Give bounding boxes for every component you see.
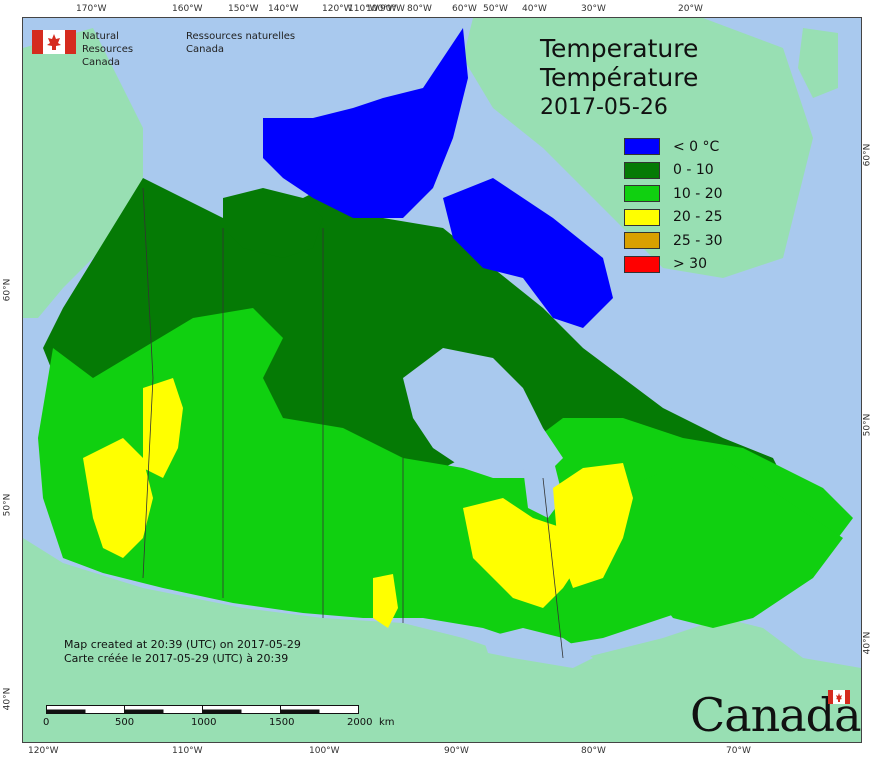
legend-label: 0 - 10: [673, 162, 714, 179]
graticule-right-label: 40°N: [862, 631, 873, 655]
warm-zone-bc: [83, 438, 153, 558]
legend-label: 10 - 20: [673, 185, 723, 202]
scale-bar-graphic: [46, 705, 359, 714]
legend-label: 20 - 25: [673, 209, 723, 226]
iceland-land: [798, 28, 838, 98]
graticule-top-label: 90°W: [380, 4, 405, 14]
org-fr-line2: Canada: [186, 44, 225, 55]
org-fr-line1: Ressources naturelles: [186, 31, 296, 42]
province-borders: [142, 187, 564, 659]
org-en-line2: Canada: [82, 57, 121, 68]
graticule-top-label: 170°W: [76, 4, 107, 14]
legend-swatch: [624, 255, 660, 273]
graticule-top-label: 160°W: [172, 4, 203, 14]
org-en-line1: Natural Resources: [82, 31, 134, 55]
creation-note-fr: Carte créée le 2017-05-29 (UTC) à 20:39: [64, 652, 289, 665]
legend-swatch: [624, 208, 660, 226]
legend-swatch: [624, 161, 660, 179]
warm-zone-quebec: [553, 463, 633, 588]
canada-flag-icon: [32, 30, 76, 54]
legend-label: 25 - 30: [673, 232, 723, 249]
hudson-bay: [403, 348, 563, 478]
legend: < 0 °C 0 - 10 10 - 20 20 - 25 25 - 30 > …: [624, 135, 723, 276]
legend-swatch: [624, 232, 660, 250]
graticule-bottom-label: 120°W: [28, 746, 59, 756]
great-lakes: [483, 628, 593, 668]
map-canvas: [23, 18, 861, 742]
title-date: 2017-05-26: [540, 95, 668, 120]
scale-tick-label: 1500: [269, 717, 295, 728]
graticule-top-label: 140°W: [268, 4, 299, 14]
temperature-map[interactable]: [22, 17, 862, 743]
scale-tick-label: 1000: [191, 717, 217, 728]
graticule-bottom-label: 90°W: [444, 746, 469, 756]
graticule-top-label: 150°W: [228, 4, 259, 14]
legend-item: 10 - 20: [624, 182, 723, 206]
arctic-islands-blue: [263, 28, 468, 218]
graticule-top-label: 100°W: [366, 4, 397, 14]
creation-note: Map created at 20:39 (UTC) on 2017-05-29…: [64, 638, 301, 666]
title-en: Temperature: [540, 34, 699, 63]
canada-wordmark: Canada: [690, 688, 862, 742]
graticule-top-label: 30°W: [581, 4, 606, 14]
graticule-top-label: 20°W: [678, 4, 703, 14]
graticule-left-label: 40°N: [2, 687, 13, 711]
graticule-right-label: 50°N: [862, 413, 873, 437]
graticule-top-label: 110°W: [348, 4, 379, 14]
scale-tick-label: 0: [43, 717, 50, 728]
warm-zone-ontario: [463, 498, 583, 608]
wordmark-flag-icon: [828, 690, 850, 704]
graticule-bottom-label: 80°W: [581, 746, 606, 756]
scale-tick-label: 500: [115, 717, 135, 728]
alaska-land: [23, 28, 143, 318]
legend-item: < 0 °C: [624, 135, 723, 159]
james-bay: [523, 458, 563, 518]
usa-land: [23, 538, 861, 742]
graticule-bottom-label: 70°W: [726, 746, 751, 756]
graticule-right-label: 60°N: [862, 143, 873, 167]
legend-item: 25 - 30: [624, 229, 723, 253]
graticule-bottom-label: 100°W: [309, 746, 340, 756]
arctic-islands-green: [223, 188, 323, 258]
warm-zone-manitoba: [373, 574, 398, 628]
legend-swatch: [624, 185, 660, 203]
graticule-top-label: 50°W: [483, 4, 508, 14]
graticule-top-label: 120°W: [322, 4, 353, 14]
legend-item: 0 - 10: [624, 159, 723, 183]
scale-tick-label: 2000: [347, 717, 373, 728]
legend-item: > 30: [624, 253, 723, 277]
legend-label: > 30: [673, 256, 707, 273]
graticule-left-label: 60°N: [2, 278, 13, 302]
graticule-left-label: 50°N: [2, 493, 13, 517]
graticule-top-label: 80°W: [407, 4, 432, 14]
canada-bright-green-east: [623, 458, 843, 628]
legend-label: < 0 °C: [673, 138, 720, 155]
map-title: Temperature Température 2017-05-26: [540, 34, 698, 121]
graticule-top-label: 60°W: [452, 4, 477, 14]
creation-note-en: Map created at 20:39 (UTC) on 2017-05-29: [64, 638, 301, 651]
warm-zone-alberta: [143, 378, 183, 478]
graticule-top-label: 40°W: [522, 4, 547, 14]
legend-swatch: [624, 138, 660, 156]
graticule-bottom-label: 110°W: [172, 746, 203, 756]
title-fr: Température: [540, 63, 699, 92]
baffin-island-blue: [443, 178, 613, 328]
scale-unit-label: km: [379, 717, 395, 728]
legend-item: 20 - 25: [624, 206, 723, 230]
